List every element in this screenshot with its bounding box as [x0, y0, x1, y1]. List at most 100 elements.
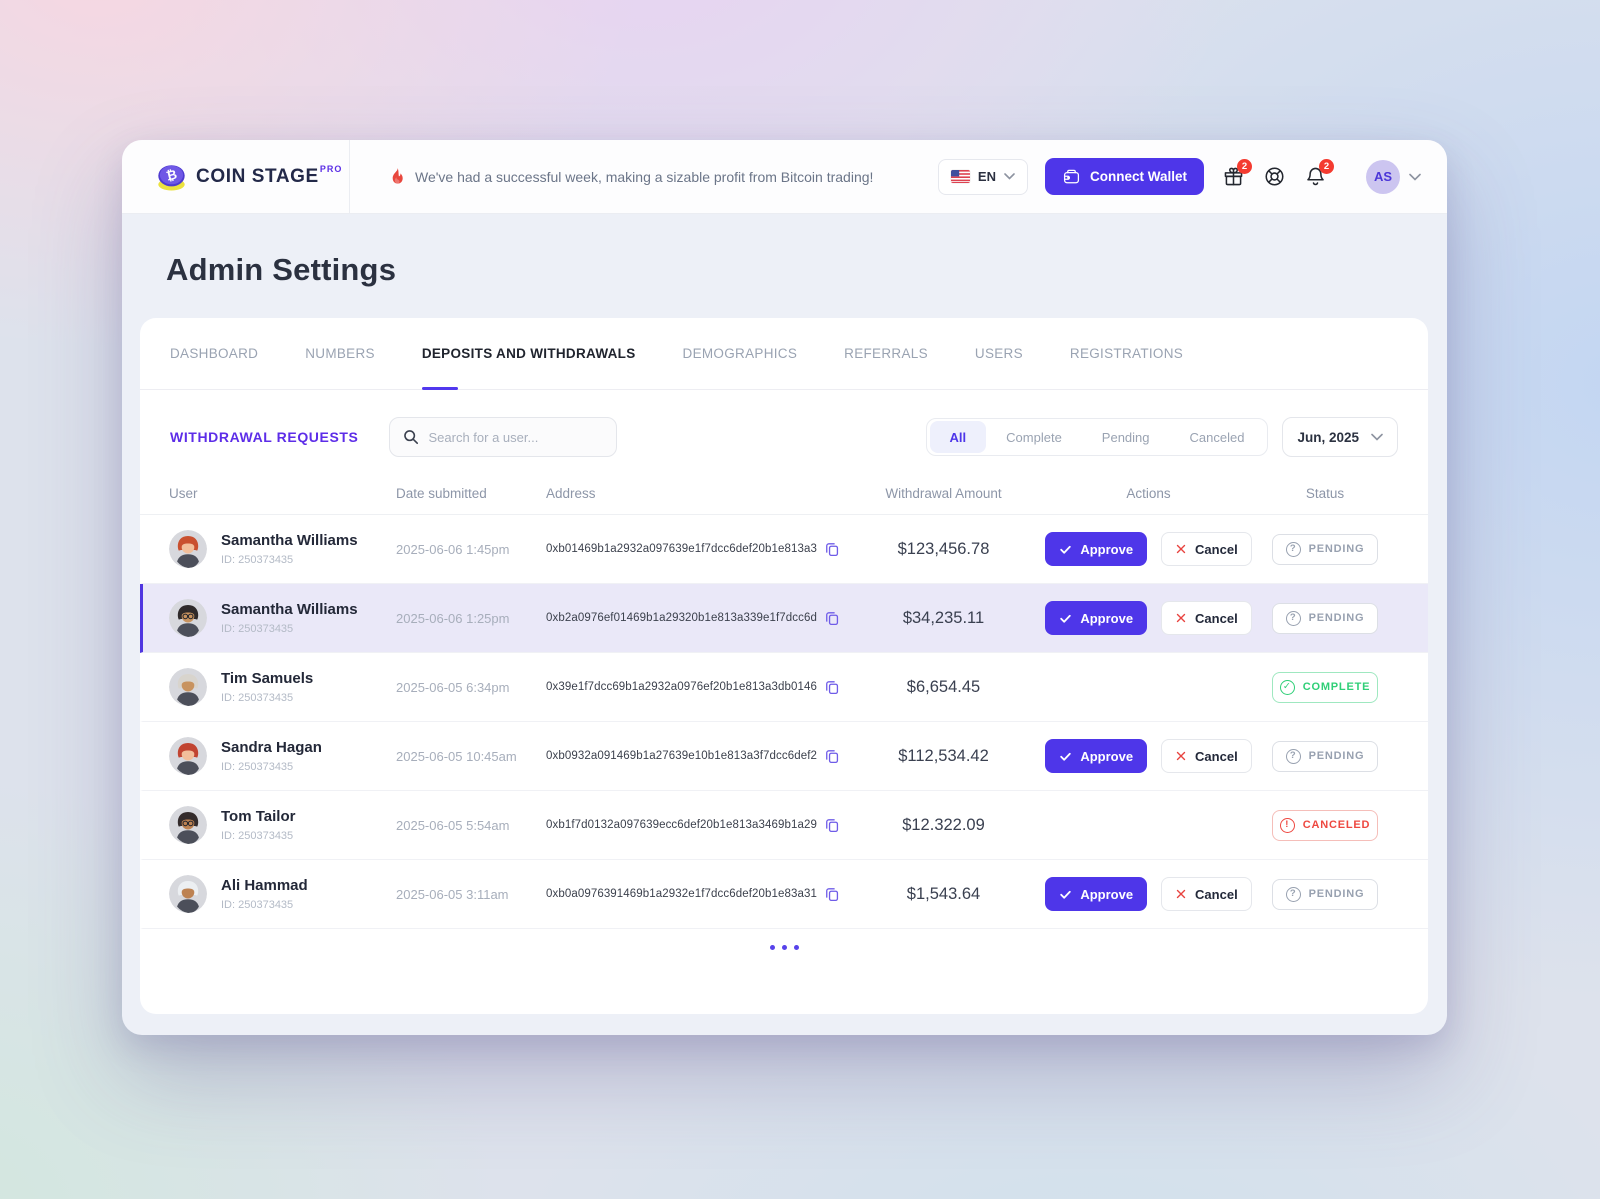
user-id: ID: 250373435 — [221, 691, 294, 704]
tab-label: DEMOGRAPHICS — [682, 346, 798, 361]
status-label: PENDING — [1308, 750, 1365, 762]
tab-registrations[interactable]: REGISTRATIONS — [1070, 318, 1183, 389]
user-id: ID: 250373435 — [221, 898, 294, 911]
avatar — [169, 875, 207, 913]
column-header-status: Status — [1305, 486, 1345, 501]
brand-logo[interactable]: ₿ COIN STAGEPRO — [122, 140, 350, 213]
language-code: EN — [977, 169, 996, 184]
date-submitted: 2025-06-06 1:25pm — [396, 610, 510, 626]
withdrawal-amount: $12.322.09 — [902, 815, 985, 834]
date-filter-dropdown[interactable]: Jun, 2025 — [1282, 417, 1398, 457]
withdrawal-amount: $123,456.78 — [897, 539, 990, 558]
search-icon — [403, 429, 419, 445]
copy-address-button[interactable] — [825, 611, 839, 626]
filter-pending[interactable]: Pending — [1101, 429, 1150, 445]
user-name: Sandra Hagan — [221, 739, 322, 757]
copy-address-button[interactable] — [825, 542, 839, 557]
table-row: Tom Tailor ID: 250373435 2025-06-05 5:54… — [140, 791, 1428, 860]
search-box — [389, 417, 618, 457]
actions-cell: Approve Cancel — [1045, 739, 1252, 773]
filter-row: WITHDRAWAL REQUESTS All Complete Pending Ca… — [140, 417, 1428, 457]
user-cell: Sandra Hagan ID: 250373435 — [169, 737, 396, 775]
language-selector[interactable]: EN — [937, 158, 1028, 195]
search-input[interactable] — [428, 429, 604, 445]
filter-all[interactable]: All — [929, 421, 987, 453]
filter-complete[interactable]: Complete — [1006, 429, 1062, 445]
copy-address-button[interactable] — [825, 749, 839, 764]
status-icon: ! — [1279, 817, 1295, 833]
approve-button[interactable]: Approve — [1045, 532, 1148, 566]
avatar — [169, 668, 207, 706]
status-badge: ! CANCELED — [1272, 809, 1378, 841]
tab-referrals[interactable]: REFERRALS — [844, 318, 928, 389]
brand-pro-tag: PRO — [319, 164, 343, 175]
gift-count-badge: 2 — [1237, 158, 1252, 174]
tab-label: DEPOSITS AND WITHDRAWALS — [421, 346, 636, 361]
tab-users[interactable]: USERS — [975, 318, 1023, 389]
avatar — [169, 806, 207, 844]
tab-numbers[interactable]: NUMBERS — [305, 318, 375, 389]
status-icon: ? — [1285, 748, 1301, 764]
user-name: Ali Hammad — [221, 877, 308, 895]
cancel-button[interactable]: Cancel — [1161, 739, 1252, 773]
filter-canceled[interactable]: Canceled — [1189, 429, 1245, 445]
gift-button[interactable]: 2 — [1221, 158, 1252, 189]
coin-logo-icon: ₿ — [156, 162, 187, 192]
chevron-down-icon — [1004, 173, 1015, 180]
tab-deposits-and-withdrawals[interactable]: DEPOSITS AND WITHDRAWALS — [421, 318, 636, 390]
tab-dashboard[interactable]: DASHBOARD — [170, 318, 258, 389]
lifebuoy-icon — [1264, 167, 1284, 186]
copy-address-button[interactable] — [825, 887, 839, 902]
cancel-label: Cancel — [1195, 748, 1238, 764]
wallet-icon — [1062, 168, 1081, 186]
user-name: Samantha Williams — [221, 601, 358, 619]
user-id: ID: 250373435 — [221, 829, 294, 842]
chevron-down-icon — [1371, 433, 1383, 441]
table-row: Ali Hammad ID: 250373435 2025-06-05 3:11… — [140, 860, 1428, 929]
status-label: PENDING — [1308, 888, 1365, 900]
status-badge: ? PENDING — [1272, 533, 1378, 565]
approve-button[interactable]: Approve — [1045, 601, 1148, 635]
user-name: Tim Samuels — [221, 670, 314, 688]
load-more-button[interactable] — [140, 945, 1428, 950]
cancel-button[interactable]: Cancel — [1161, 877, 1252, 911]
copy-address-button[interactable] — [825, 818, 839, 833]
user-id: ID: 250373435 — [221, 553, 294, 566]
top-bar: ₿ COIN STAGEPRO We've had a successful w… — [122, 140, 1447, 214]
status-filter: All Complete Pending Canceled — [925, 418, 1269, 456]
notifications-button[interactable]: 2 — [1303, 158, 1334, 189]
check-icon — [1060, 614, 1072, 623]
approve-label: Approve — [1080, 886, 1134, 902]
wallet-address: 0x39e1f7dcc69b1a2932a0976ef20b1e813a3db0… — [546, 681, 817, 693]
cancel-button[interactable]: Cancel — [1161, 601, 1252, 635]
status-badge: ? PENDING — [1272, 878, 1378, 910]
actions-cell: Approve Cancel — [1045, 877, 1252, 911]
wallet-address: 0xb01469b1a2932a097639e1f7dcc6def20b1e81… — [546, 543, 817, 555]
date-submitted: 2025-06-06 1:45pm — [396, 541, 510, 557]
tab-demographics[interactable]: DEMOGRAPHICS — [683, 318, 798, 389]
table-row: Samantha Williams ID: 250373435 2025-06-… — [140, 515, 1428, 584]
status-label: COMPLETE — [1302, 681, 1371, 693]
x-icon — [1176, 889, 1186, 899]
user-avatar: AS — [1366, 159, 1400, 194]
approve-button[interactable]: Approve — [1045, 877, 1148, 911]
top-right-controls: EN Connect Wallet — [937, 158, 1447, 195]
user-menu[interactable]: AS — [1366, 159, 1421, 194]
approve-label: Approve — [1080, 748, 1134, 764]
date-submitted: 2025-06-05 5:54am — [396, 817, 510, 833]
us-flag-icon — [950, 170, 970, 183]
announcement-text: We've had a successful week, making a si… — [415, 168, 874, 185]
wallet-address: 0xb0a0976391469b1a2932e1f7dcc6def20b1e83… — [546, 888, 817, 900]
check-icon — [1060, 752, 1072, 761]
chevron-down-icon — [1409, 173, 1421, 181]
column-header-actions: Actions — [1126, 486, 1171, 501]
approve-button[interactable]: Approve — [1045, 739, 1148, 773]
cancel-button[interactable]: Cancel — [1161, 532, 1252, 566]
connect-wallet-button[interactable]: Connect Wallet — [1044, 158, 1204, 195]
check-icon — [1060, 545, 1072, 554]
copy-address-button[interactable] — [825, 680, 839, 695]
notification-count-badge: 2 — [1319, 158, 1334, 174]
avatar-glasses — [182, 613, 194, 620]
status-label: CANCELED — [1302, 819, 1371, 831]
support-button[interactable] — [1262, 165, 1286, 189]
